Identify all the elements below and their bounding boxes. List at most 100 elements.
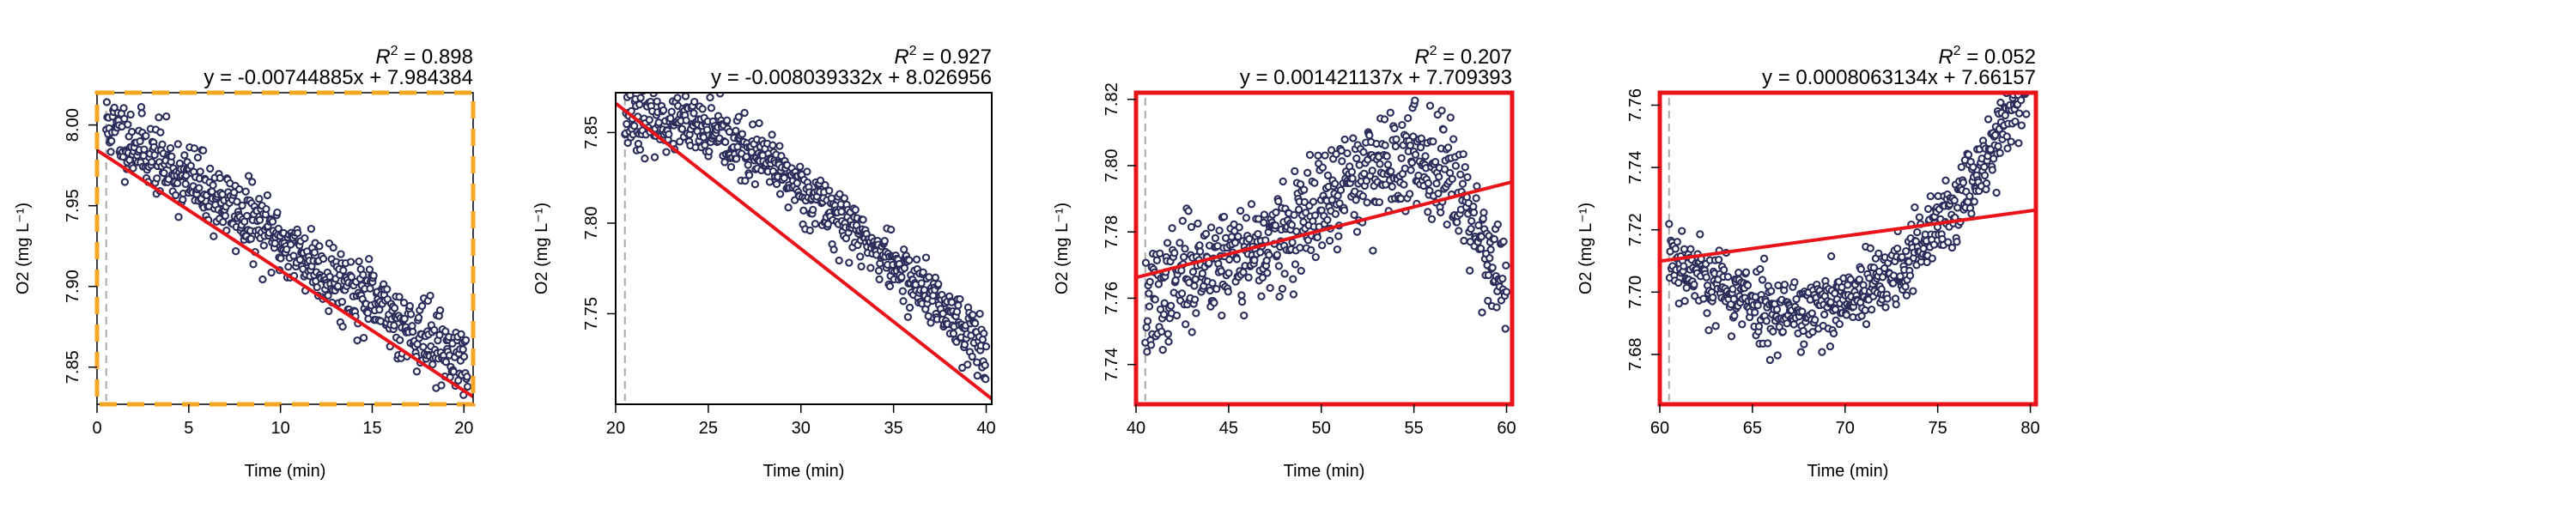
data-point bbox=[110, 103, 118, 112]
regression-equation: y = -0.008039332x + 8.026956 bbox=[711, 66, 992, 89]
regression-equation: y = 0.001421137x + 7.709393 bbox=[1240, 66, 1512, 89]
data-point bbox=[649, 83, 655, 89]
data-point bbox=[295, 255, 305, 264]
data-point bbox=[1478, 308, 1486, 317]
data-point bbox=[1792, 294, 1801, 304]
data-point bbox=[307, 224, 316, 233]
data-point bbox=[1240, 311, 1249, 320]
r-label: R bbox=[1938, 45, 1953, 69]
data-point bbox=[1425, 186, 1434, 195]
data-point bbox=[1913, 227, 1922, 237]
data-point bbox=[259, 241, 268, 250]
data-point bbox=[1455, 227, 1463, 235]
y-tick-label: 7.74 bbox=[1103, 348, 1121, 381]
data-point bbox=[333, 282, 343, 291]
data-point bbox=[1310, 179, 1319, 187]
data-point bbox=[258, 275, 267, 284]
data-point bbox=[905, 256, 914, 264]
data-point bbox=[268, 217, 277, 226]
x-tick-label: 40 bbox=[976, 419, 995, 438]
data-point bbox=[750, 180, 760, 189]
data-point bbox=[158, 140, 167, 148]
regression-line bbox=[1660, 208, 2036, 264]
data-point bbox=[273, 208, 282, 217]
data-point bbox=[1990, 154, 1998, 163]
data-point bbox=[426, 291, 434, 300]
data-point bbox=[1224, 269, 1233, 277]
data-point bbox=[2011, 117, 2020, 126]
data-point bbox=[925, 273, 933, 282]
data-point bbox=[1424, 179, 1433, 188]
data-point bbox=[1336, 185, 1346, 195]
data-point bbox=[1880, 264, 1889, 273]
data-point bbox=[1338, 157, 1346, 166]
data-point bbox=[755, 118, 763, 128]
data-point bbox=[732, 126, 740, 135]
data-point bbox=[1411, 96, 1419, 105]
data-point bbox=[1427, 215, 1437, 223]
data-point bbox=[1142, 323, 1151, 332]
x-axis-title: Time (min) bbox=[1807, 462, 1889, 481]
data-point bbox=[981, 360, 989, 370]
data-point bbox=[359, 270, 368, 279]
data-point bbox=[1728, 285, 1737, 294]
data-point bbox=[1177, 289, 1187, 298]
data-point bbox=[437, 381, 446, 390]
data-point bbox=[1289, 290, 1298, 299]
data-point bbox=[784, 203, 793, 212]
data-point bbox=[1928, 254, 1936, 263]
data-point bbox=[1327, 146, 1336, 154]
data-point bbox=[1919, 244, 1928, 253]
data-point bbox=[1292, 227, 1301, 236]
data-point bbox=[1735, 269, 1743, 277]
data-point bbox=[1290, 210, 1298, 220]
data-point bbox=[1187, 222, 1196, 232]
data-point bbox=[1751, 308, 1759, 317]
data-point bbox=[180, 151, 189, 160]
data-point bbox=[1212, 285, 1221, 294]
data-point bbox=[1350, 210, 1358, 219]
data-point bbox=[1765, 355, 1775, 365]
data-point bbox=[1947, 243, 1957, 252]
data-point bbox=[142, 131, 150, 140]
data-point bbox=[1400, 180, 1408, 189]
data-point bbox=[1467, 224, 1475, 233]
data-point bbox=[137, 109, 146, 118]
data-point bbox=[193, 153, 203, 162]
x-tick-label: 50 bbox=[1312, 419, 1331, 438]
data-point bbox=[1490, 235, 1498, 244]
data-point bbox=[366, 284, 374, 293]
data-point bbox=[1674, 278, 1683, 288]
data-point bbox=[216, 173, 224, 183]
data-point bbox=[1274, 262, 1284, 270]
data-point bbox=[435, 306, 445, 315]
data-point bbox=[1881, 303, 1890, 312]
highlight-frame bbox=[1133, 90, 1515, 407]
data-point bbox=[747, 148, 756, 156]
data-point bbox=[1218, 311, 1226, 320]
data-point bbox=[635, 145, 645, 154]
data-point bbox=[720, 158, 729, 167]
data-point bbox=[1443, 220, 1451, 229]
data-point bbox=[1492, 303, 1501, 312]
data-point bbox=[448, 406, 454, 412]
data-point bbox=[1416, 143, 1425, 152]
data-point bbox=[1260, 218, 1268, 227]
data-point bbox=[1484, 270, 1493, 280]
data-point bbox=[899, 297, 908, 306]
data-point bbox=[347, 273, 355, 282]
data-point bbox=[1714, 255, 1723, 264]
x-tick-label: 45 bbox=[1219, 419, 1238, 438]
data-point bbox=[1878, 273, 1887, 282]
r-squared-label: R2 = 0.898 bbox=[375, 44, 473, 69]
data-point bbox=[1862, 320, 1871, 329]
data-point bbox=[1709, 293, 1717, 302]
y-tick-label: 7.85 bbox=[582, 116, 601, 149]
data-point bbox=[1699, 294, 1708, 303]
data-point bbox=[1303, 168, 1312, 177]
data-point bbox=[1915, 213, 1924, 221]
data-point bbox=[641, 154, 649, 163]
r-squared-label: R2 = 0.052 bbox=[1938, 44, 2036, 69]
data-point bbox=[339, 266, 348, 275]
data-point bbox=[1236, 206, 1245, 215]
